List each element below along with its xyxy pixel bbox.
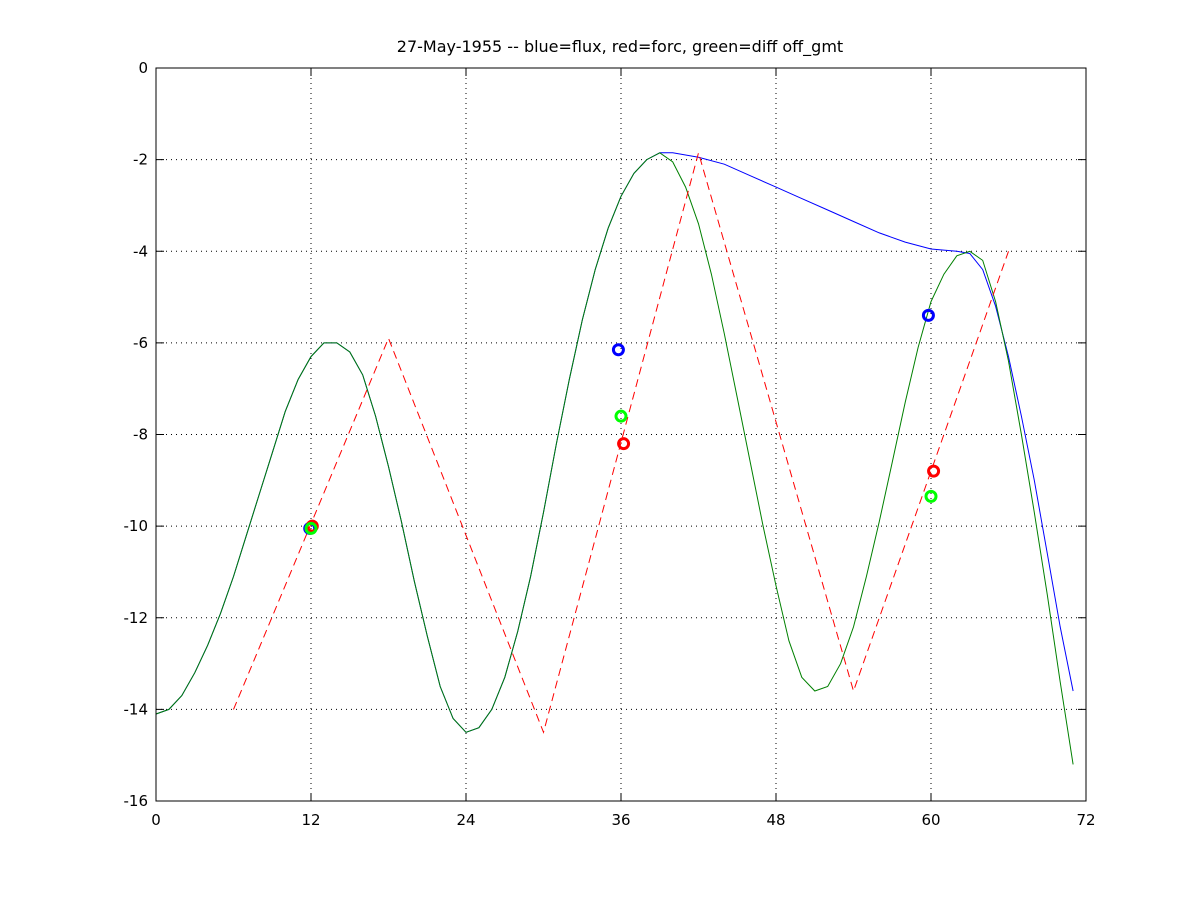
y-tick-label: -2 — [133, 151, 148, 169]
x-tick-label: 0 — [151, 811, 161, 829]
x-tick-label: 24 — [456, 811, 475, 829]
y-tick-label: 0 — [138, 59, 148, 77]
data-markers — [303, 308, 941, 535]
y-tick-label: -4 — [133, 242, 148, 260]
axis-ticks: 0 12 24 36 48 60 72 0 -2 -4 -6 -8 -10 -12 -14 -16 — [124, 59, 1096, 829]
x-tick-label: 12 — [301, 811, 320, 829]
data-marker-circle — [614, 409, 628, 423]
x-tick-label: 60 — [921, 811, 940, 829]
x-tick-label: 72 — [1076, 811, 1095, 829]
y-tick-label: -14 — [124, 700, 149, 718]
data-marker-circle — [304, 521, 318, 535]
y-tick-label: -10 — [124, 517, 149, 535]
y-tick-label: -12 — [124, 609, 149, 627]
data-marker-circle — [921, 308, 935, 322]
y-tick-label: -6 — [133, 334, 148, 352]
y-tick-label: -8 — [133, 426, 148, 444]
grid-lines — [156, 68, 1086, 801]
data-marker-circle — [611, 343, 625, 357]
data-series — [155, 150, 1074, 765]
diff-line — [155, 152, 1074, 765]
data-marker-circle — [617, 437, 631, 451]
y-tick-label: -16 — [124, 792, 149, 810]
x-tick-label: 48 — [766, 811, 785, 829]
x-tick-label: 36 — [611, 811, 630, 829]
data-marker-circle — [924, 489, 938, 503]
data-marker-circle — [927, 464, 941, 478]
chart-title: 27-May-1955 -- blue=flux, red=forc, gree… — [397, 37, 843, 57]
forc-line — [233, 150, 1009, 734]
